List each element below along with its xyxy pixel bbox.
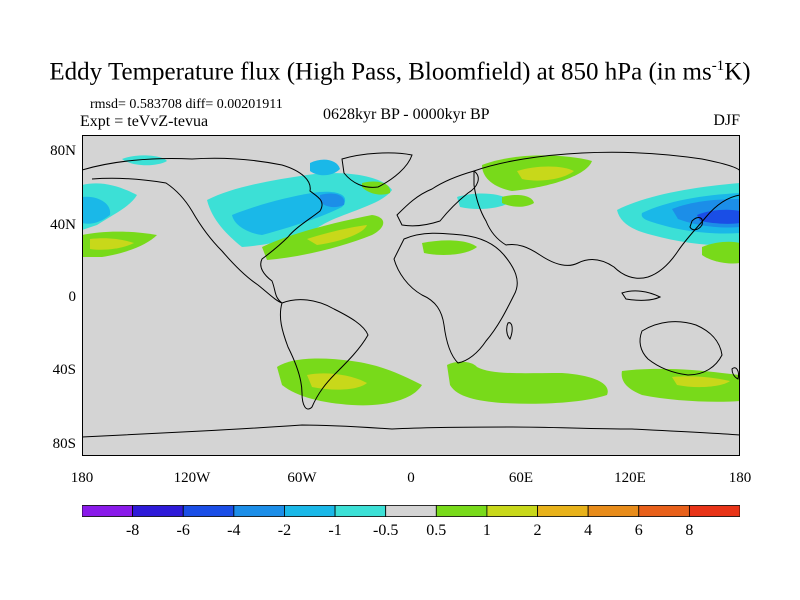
anomaly-patch bbox=[702, 241, 740, 264]
coast-indonesia bbox=[621, 290, 662, 301]
colorbar-box bbox=[638, 505, 690, 517]
anomaly-patch bbox=[307, 225, 367, 245]
coast-asia bbox=[473, 151, 740, 279]
x-tick-180w: 180 bbox=[70, 470, 94, 486]
colorbar-label: -8 bbox=[125, 522, 140, 539]
anomaly-patch bbox=[457, 193, 512, 209]
coast-madagascar bbox=[506, 322, 513, 340]
stats-text: rmsd= 0.583708 diff= 0.00201911 bbox=[90, 97, 283, 112]
x-tick-120w: 120W bbox=[173, 470, 211, 486]
colorbar-label: -4 bbox=[227, 522, 241, 539]
anomaly-patch bbox=[82, 196, 111, 224]
colorbar-box bbox=[284, 505, 336, 517]
anomaly-patch bbox=[122, 155, 167, 166]
colorbar-label: 8 bbox=[685, 522, 694, 539]
coast-new-zealand bbox=[731, 367, 739, 380]
colorbar-box bbox=[486, 505, 538, 517]
map-background bbox=[82, 135, 740, 456]
colorbar-box bbox=[587, 505, 640, 517]
y-tick-80n: 80N bbox=[50, 143, 76, 159]
coast-japan bbox=[689, 217, 703, 231]
y-tick-40n: 40N bbox=[50, 217, 76, 233]
experiment-label: Expt = teVvZ-tevua bbox=[80, 113, 209, 130]
x-tick-60w: 60W bbox=[287, 470, 317, 486]
colorbar bbox=[82, 505, 740, 517]
x-tick-0: 0 bbox=[407, 470, 415, 486]
anomaly-patch bbox=[90, 238, 134, 250]
colorbar-box bbox=[334, 505, 387, 517]
y-tick-0: 0 bbox=[68, 289, 77, 305]
chart-title: Eddy Temperature flux (High Pass, Bloomf… bbox=[49, 58, 751, 86]
period-label: 0628kyr BP - 0000kyr BP bbox=[323, 106, 490, 123]
colorbar-label: -6 bbox=[176, 522, 190, 539]
x-tick-60e: 60E bbox=[508, 470, 534, 486]
colorbar-box bbox=[182, 505, 235, 517]
colorbar-box bbox=[132, 505, 184, 517]
colorbar-label: 4 bbox=[584, 522, 593, 539]
coastlines bbox=[82, 151, 740, 438]
colorbar-box bbox=[688, 505, 740, 517]
colorbar-label: 0.5 bbox=[426, 522, 447, 539]
anomaly-patch bbox=[307, 373, 367, 390]
sh-anomalies bbox=[277, 358, 740, 406]
colorbar-label: 1 bbox=[482, 522, 491, 539]
map-plot bbox=[82, 135, 740, 456]
coast-europe bbox=[396, 170, 479, 227]
colorbar-box bbox=[233, 505, 285, 517]
colorbar-label: -0.5 bbox=[373, 522, 399, 539]
anomaly-patch bbox=[672, 376, 730, 388]
y-tick-40s: 40S bbox=[52, 362, 76, 378]
coast-greenland bbox=[341, 152, 413, 188]
colorbar-box bbox=[385, 505, 437, 517]
x-tick-120e: 120E bbox=[614, 470, 646, 486]
y-tick-80s: 80S bbox=[52, 436, 76, 452]
coast-north-america bbox=[82, 157, 323, 304]
season-label: DJF bbox=[713, 112, 740, 129]
anomaly-patch bbox=[502, 195, 534, 207]
colorbar-label: 2 bbox=[533, 522, 542, 539]
colorbar-box bbox=[537, 505, 589, 517]
anomaly-patch bbox=[310, 159, 340, 176]
x-tick-180e: 180 bbox=[728, 470, 752, 486]
map-border bbox=[82, 135, 740, 456]
anomaly-patch bbox=[517, 166, 574, 181]
anomaly-patch bbox=[447, 361, 608, 404]
coast-africa bbox=[393, 232, 518, 364]
anomaly-patch bbox=[697, 209, 740, 224]
coast-australia bbox=[639, 321, 723, 376]
colorbar-box bbox=[435, 505, 488, 517]
coast-antarctica bbox=[82, 424, 740, 438]
nh-anomalies bbox=[82, 155, 740, 264]
anomaly-patch bbox=[320, 193, 345, 208]
colorbar-label: -1 bbox=[328, 522, 342, 539]
colorbar-label: 6 bbox=[634, 522, 643, 539]
coast-south-america bbox=[279, 299, 369, 410]
anomaly-patch bbox=[232, 191, 346, 235]
colorbar-label: -2 bbox=[277, 522, 292, 539]
colorbar-box bbox=[82, 505, 134, 517]
anomaly-patch bbox=[422, 240, 477, 255]
